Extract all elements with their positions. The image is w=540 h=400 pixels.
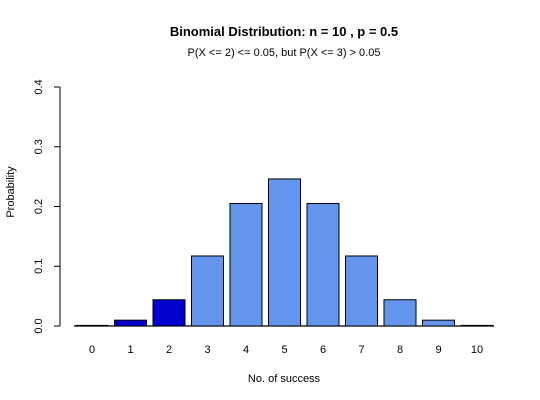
bar-3 bbox=[191, 255, 224, 327]
bar-8 bbox=[383, 299, 417, 327]
bar-6 bbox=[306, 202, 340, 327]
bar-7 bbox=[345, 255, 378, 327]
bars bbox=[75, 178, 494, 327]
bar-0 bbox=[75, 324, 109, 327]
x-tick-label: 0 bbox=[89, 344, 95, 356]
x-tick-label: 9 bbox=[435, 344, 441, 356]
y-tick-label: 0.4 bbox=[33, 79, 45, 94]
y-tick-label: 0.0 bbox=[33, 318, 45, 333]
x-ticks: 0 1 2 3 4 5 6 7 8 9 10 bbox=[89, 344, 483, 356]
y-tick-label: 0.3 bbox=[33, 139, 45, 154]
x-tick-label: 2 bbox=[166, 344, 172, 356]
chart-title: Binomial Distribution: n = 10 , p = 0.5 bbox=[170, 24, 398, 39]
x-tick-label: 10 bbox=[471, 344, 483, 356]
x-tick-label: 6 bbox=[320, 344, 326, 356]
bar-9 bbox=[422, 319, 455, 327]
x-tick-label: 4 bbox=[243, 344, 249, 356]
y-tick-label: 0.2 bbox=[33, 199, 45, 214]
x-tick-label: 1 bbox=[127, 344, 133, 356]
bar-1 bbox=[114, 319, 147, 327]
bar-5 bbox=[268, 178, 301, 327]
x-tick-label: 5 bbox=[281, 344, 287, 356]
x-tick-label: 8 bbox=[397, 344, 403, 356]
x-tick-label: 3 bbox=[204, 344, 210, 356]
bar-2 bbox=[152, 299, 186, 327]
y-axis-label: Probability bbox=[5, 166, 17, 218]
bar-4 bbox=[229, 202, 263, 327]
y-tick-label: 0.1 bbox=[33, 259, 45, 274]
chart-subtitle: P(X <= 2) <= 0.05, but P(X <= 3) > 0.05 bbox=[188, 47, 381, 59]
bar-10 bbox=[460, 324, 494, 327]
x-axis-label: No. of success bbox=[248, 373, 321, 385]
x-tick-label: 7 bbox=[358, 344, 364, 356]
y-ticks: 0.0 0.1 0.2 0.3 0.4 bbox=[33, 79, 60, 334]
